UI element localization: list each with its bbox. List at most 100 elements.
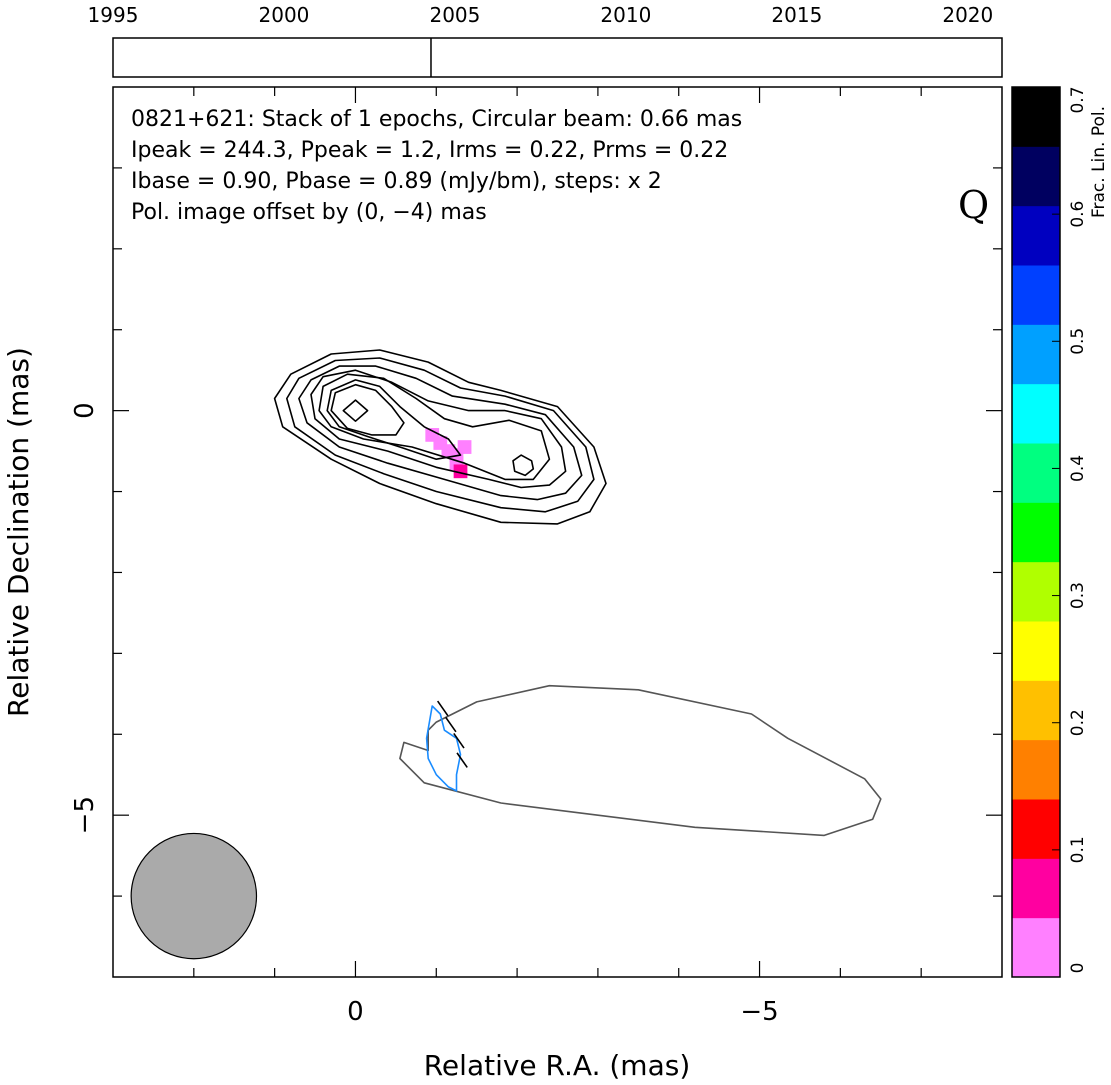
fracpol-pixel [453, 464, 468, 479]
colorbar-band [1012, 457, 1060, 474]
polarized-intensity-contour [399, 684, 882, 837]
timeline-year-label: 2005 [429, 3, 480, 27]
colorbar-band [1012, 917, 1060, 933]
colorbar-band [1012, 309, 1060, 325]
colorbar-band [1012, 710, 1060, 726]
evpa-vector [445, 716, 457, 733]
intensity-contour [342, 399, 369, 422]
colorbar-band [1012, 962, 1060, 978]
intensity-contour [310, 369, 567, 489]
colorbar-band [1012, 754, 1060, 770]
colorbar-band [1012, 428, 1060, 444]
intensity-contour [318, 373, 551, 481]
colorbar-band [1012, 131, 1060, 147]
evpa-vector [453, 733, 465, 749]
colorbar-tick-label: 0.3 [1068, 582, 1088, 609]
colorbar: 0 0.1 0.2 0.3 0.4 0.5 0.6 0.7 Frac. Lin. Pol. [1011, 86, 1109, 978]
colorbar-band [1012, 532, 1060, 548]
colorbar-tick-label: 0.6 [1068, 201, 1088, 228]
colorbar-band [1012, 487, 1060, 503]
timeline-year-label: 2015 [771, 3, 822, 27]
colorbar-band [1012, 813, 1060, 830]
colorbar-band [1012, 324, 1060, 340]
intensity-contour [512, 454, 535, 477]
colorbar-ticks: 0 0.1 0.2 0.3 0.4 0.5 0.6 0.7 [1052, 86, 1088, 978]
beam-layer [130, 832, 258, 960]
info-line-2: Ipeak = 244.3, Ppeak = 1.2, Irms = 0.22,… [131, 138, 728, 163]
intensity-contour [286, 357, 595, 513]
colorbar-band [1012, 606, 1060, 622]
colorbar-band [1012, 146, 1060, 162]
axis-ticks [113, 87, 1002, 977]
colorbar-band [1012, 576, 1060, 592]
info-line-3: Ibase = 0.90, Pbase = 0.89 (mJy/bm), ste… [131, 169, 662, 194]
timeline-year-label: 2000 [259, 3, 310, 27]
fracpol-pixel [457, 440, 472, 454]
colorbar-band [1012, 843, 1060, 859]
plot-panel: 0821+621: Stack of 1 epochs, Circular be… [2, 86, 1003, 1082]
colorbar-title: Frac. Lin. Pol. [1089, 106, 1109, 218]
info-line-1: 0821+621: Stack of 1 epochs, Circular be… [131, 107, 742, 132]
colorbar-band [1012, 665, 1060, 681]
colorbar-band [1012, 591, 1060, 607]
colorbar-band [1012, 161, 1060, 177]
colorbar-band [1012, 650, 1060, 666]
colorbar-band [1012, 517, 1060, 533]
colorbar-band [1012, 176, 1060, 192]
intensity-contour [298, 365, 583, 501]
colorbar-band [1012, 502, 1060, 518]
colorbar-band [1012, 354, 1060, 370]
x-axis-title: Relative R.A. (mas) [424, 1049, 691, 1082]
colorbar-band [1012, 784, 1060, 800]
plot-frame [112, 86, 1003, 978]
colorbar-band [1012, 828, 1060, 844]
colorbar-band [1012, 250, 1060, 266]
colorbar-band [1012, 220, 1060, 236]
y-tick-labels: 0 −5 [70, 402, 100, 834]
colorbar-band [1012, 769, 1060, 785]
colorbar-tick-label: 0.2 [1068, 709, 1088, 736]
colorbar-band [1012, 724, 1060, 741]
colorbar-band [1012, 947, 1060, 963]
colorbar-band [1012, 413, 1060, 429]
colorbar-band [1012, 888, 1060, 904]
x-tick-labels: 0 −5 [347, 997, 779, 1027]
colorbar-band [1012, 279, 1060, 296]
contour-layer [273, 349, 882, 837]
colorbar-band [1012, 294, 1060, 310]
colorbar-band [1012, 546, 1060, 563]
colorbar-band [1012, 205, 1060, 221]
timeline-frame [112, 37, 1003, 78]
colorbar-tick-label: 0.5 [1068, 328, 1088, 355]
colorbar-band [1012, 873, 1060, 889]
colorbar-band [1012, 116, 1060, 132]
colorbar-band [1012, 799, 1060, 815]
colorbar-tick-label: 0.7 [1068, 86, 1088, 113]
colorbar-band [1012, 443, 1060, 459]
timeline-year-labels: 1995 2000 2005 2010 2015 2020 [88, 3, 994, 27]
y-tick-label: −5 [70, 796, 100, 834]
pol-offset-note: Pol. image offset by (0, −4) mas [131, 200, 487, 225]
colorbar-gradient [1012, 87, 1060, 978]
colorbar-tick-label: 0.4 [1068, 455, 1088, 482]
y-axis-title: Relative Declination (mas) [2, 347, 35, 717]
colorbar-band [1012, 265, 1060, 281]
colorbar-tick-label: 0 [1068, 963, 1088, 974]
colorbar-band [1012, 383, 1060, 399]
colorbar-band [1012, 101, 1060, 118]
colorbar-band [1012, 368, 1060, 385]
colorbar-band [1012, 635, 1060, 652]
fracpol-contour [425, 705, 462, 792]
beam-circle [130, 832, 258, 960]
colorbar-frame [1011, 86, 1061, 978]
colorbar-band [1012, 932, 1060, 948]
evpa-vector [456, 752, 468, 768]
colorbar-band [1012, 339, 1060, 355]
intensity-contour [326, 379, 462, 460]
colorbar-band [1012, 621, 1060, 637]
intensity-contour [330, 383, 405, 436]
colorbar-tick-label: 0.1 [1068, 836, 1088, 863]
timeline-year-label: 2010 [600, 3, 651, 27]
timeline-year-label: 1995 [88, 3, 139, 27]
